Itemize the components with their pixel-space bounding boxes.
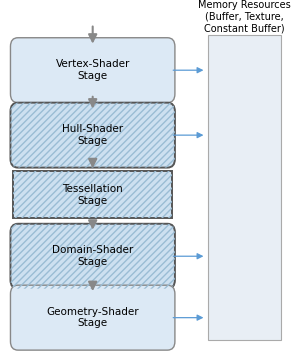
- Text: Hull-Shader
Stage: Hull-Shader Stage: [62, 124, 123, 146]
- FancyBboxPatch shape: [208, 35, 281, 340]
- Text: Domain-Shader
Stage: Domain-Shader Stage: [52, 245, 133, 267]
- FancyBboxPatch shape: [10, 102, 175, 168]
- Text: Memory Resources
(Buffer, Texture,
Constant Buffer): Memory Resources (Buffer, Texture, Const…: [198, 0, 291, 33]
- FancyBboxPatch shape: [10, 285, 175, 350]
- Text: Tessellation
Stage: Tessellation Stage: [62, 184, 123, 206]
- FancyBboxPatch shape: [10, 38, 175, 102]
- FancyBboxPatch shape: [10, 224, 175, 289]
- Bar: [13, 171, 172, 218]
- Bar: [13, 171, 172, 218]
- Text: Geometry-Shader
Stage: Geometry-Shader Stage: [46, 307, 139, 329]
- Text: Vertex-Shader
Stage: Vertex-Shader Stage: [56, 59, 130, 81]
